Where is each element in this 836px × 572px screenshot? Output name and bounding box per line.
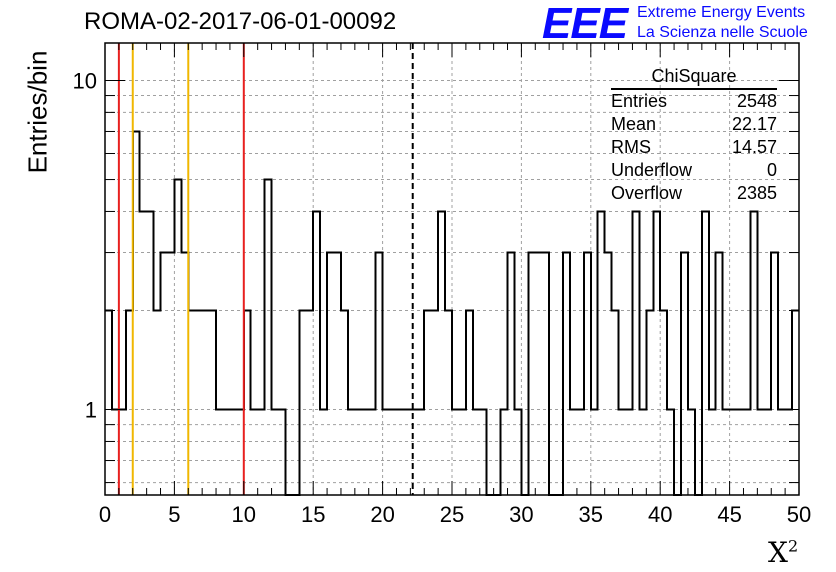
stats-row: Underflow 0 — [611, 159, 777, 182]
histogram-series — [105, 130, 799, 496]
stats-value: 0 — [766, 160, 777, 180]
histogram-bin — [681, 253, 688, 495]
histogram-bin — [792, 311, 799, 495]
stats-value: 2385 — [736, 183, 777, 203]
x-tick-label: 25 — [440, 502, 464, 527]
x-tick-label: 40 — [648, 502, 672, 527]
stats-label: Underflow — [611, 160, 693, 180]
logo-text: Extreme Energy Events La Scienza nelle S… — [637, 3, 808, 43]
histogram-bin — [244, 311, 251, 495]
histogram-bin — [466, 311, 473, 495]
histogram-bin — [313, 211, 320, 495]
tick-labels: 0 5 10 15 20 25 30 35 40 45 50 1 10 — [73, 68, 812, 527]
eee-logo: EEE — [542, 0, 628, 48]
stats-label: Overflow — [611, 183, 683, 203]
x-axis-label: X2 — [768, 536, 798, 569]
histogram-bin — [508, 253, 515, 495]
histogram-bin — [542, 253, 549, 495]
histogram-bin — [167, 253, 174, 495]
stats-value: 2548 — [736, 91, 777, 111]
histogram-bin — [702, 211, 709, 495]
stats-label: Entries — [611, 91, 668, 111]
histogram-bin — [126, 311, 133, 495]
stats-value: 14.57 — [731, 137, 777, 157]
histogram-bin — [584, 253, 591, 495]
histogram-bin — [646, 311, 653, 495]
histogram-bin — [653, 211, 660, 495]
x-tick-label: 15 — [301, 502, 325, 527]
logo-line-1: Extreme Energy Events — [637, 4, 806, 21]
histogram-bin — [188, 311, 195, 495]
histogram-bin — [424, 311, 431, 495]
chart-title: ROMA-02-2017-06-01-00092 — [84, 8, 397, 35]
stats-value: 22.17 — [731, 114, 777, 134]
histogram-bin — [438, 211, 445, 495]
x-axis-label-sup: 2 — [787, 536, 799, 556]
x-tick-label: 20 — [370, 502, 394, 527]
y-tick-label: 1 — [85, 398, 97, 423]
reference-lines — [117, 43, 414, 495]
stats-row: RMS 14.57 — [611, 136, 777, 159]
histogram-bin — [147, 211, 154, 495]
histogram-bin — [716, 253, 723, 495]
histogram-outline — [105, 130, 799, 496]
histogram-bin — [202, 311, 209, 495]
y-axis-label: Entries/bin — [22, 50, 53, 174]
histogram-bin — [105, 311, 112, 495]
histogram-bin — [209, 311, 216, 495]
axis-ticks — [104, 43, 800, 495]
stats-title: ChiSquare — [611, 66, 777, 90]
y-tick-label: 10 — [73, 68, 97, 93]
histogram-bin — [750, 211, 757, 495]
histogram-bin — [174, 180, 181, 495]
histogram-bin — [376, 253, 383, 495]
histogram-bin — [140, 211, 147, 495]
stats-label: Mean — [611, 114, 657, 134]
histogram-bin — [771, 253, 778, 495]
histogram-bin — [605, 253, 612, 495]
x-tick-label: 5 — [168, 502, 180, 527]
histogram-bin — [341, 311, 348, 495]
histogram-bin — [327, 253, 334, 495]
histogram-bin — [195, 311, 202, 495]
histogram-bin — [306, 311, 313, 495]
x-tick-label: 35 — [579, 502, 603, 527]
x-tick-label: 10 — [232, 502, 256, 527]
stats-row: Entries 2548 — [611, 90, 777, 113]
x-axis-label-base: X — [768, 536, 788, 569]
x-tick-label: 50 — [787, 502, 811, 527]
histogram-bin — [445, 311, 452, 495]
histogram-bin — [161, 253, 168, 495]
logo-line-2: La Scienza nelle Scuole — [637, 24, 808, 41]
histogram-bin — [133, 131, 140, 495]
histogram-bin — [535, 253, 542, 495]
histogram-bin — [154, 311, 161, 495]
stats-box: ChiSquare Entries 2548 Mean 22.17 RMS 14.57… — [611, 66, 777, 205]
x-tick-label: 30 — [509, 502, 533, 527]
histogram-bin — [181, 253, 188, 495]
histogram-bin — [563, 253, 570, 495]
histogram-bin — [598, 211, 605, 495]
histogram-bin — [299, 311, 306, 495]
x-tick-label: 45 — [717, 502, 741, 527]
histogram-bin — [528, 253, 535, 495]
histogram-bin — [660, 311, 667, 495]
histogram-bin — [612, 311, 619, 495]
histogram-bin — [265, 180, 272, 495]
x-tick-label: 0 — [99, 502, 111, 527]
histogram-bin — [334, 253, 341, 495]
stats-label: RMS — [611, 137, 651, 157]
stats-row: Overflow 2385 — [611, 182, 777, 205]
histogram-bin — [632, 211, 639, 495]
histogram-bin — [431, 311, 438, 495]
stats-row: Mean 22.17 — [611, 113, 777, 136]
